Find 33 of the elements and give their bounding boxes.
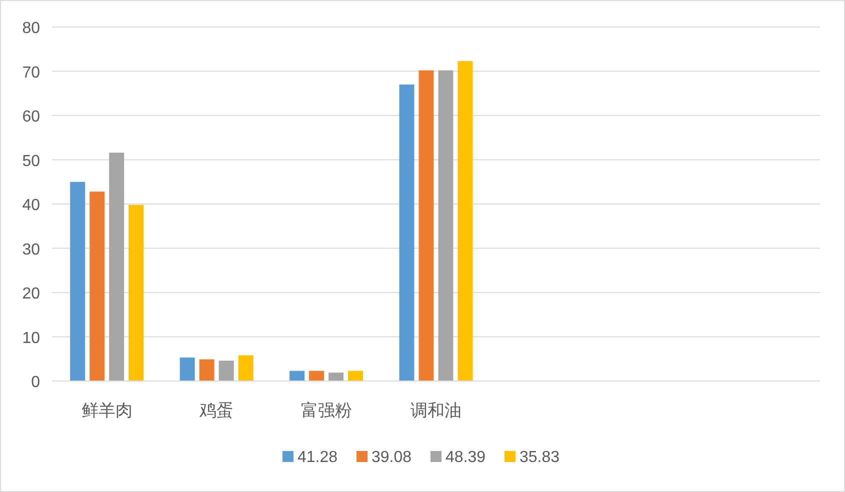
- bar: [90, 192, 105, 381]
- bar: [218, 360, 234, 381]
- bar: [328, 372, 344, 381]
- bar: [199, 359, 214, 381]
- bar: [128, 204, 144, 381]
- x-tick-label: 鲜羊肉: [81, 401, 132, 420]
- y-tick-label: 40: [22, 197, 40, 214]
- bar: [458, 61, 473, 381]
- bar: [348, 370, 364, 381]
- x-tick-label: 鸡蛋: [198, 401, 234, 420]
- bar: [180, 358, 195, 381]
- legend-label: 41.28: [298, 449, 338, 466]
- bar: [309, 370, 324, 381]
- x-tick-label: 富强粉: [300, 401, 352, 420]
- bar: [109, 152, 124, 381]
- y-tick-label: 20: [22, 286, 40, 302]
- bar: [438, 70, 454, 381]
- y-tick-label: 0: [31, 374, 40, 391]
- bar: [418, 70, 434, 381]
- y-tick-label: 70: [22, 64, 40, 82]
- legend-label: 48.39: [446, 449, 486, 466]
- legend-label: 35.83: [520, 449, 560, 466]
- x-tick-label: 调和油: [410, 401, 462, 420]
- bar: [399, 84, 414, 381]
- y-tick-label: 60: [22, 108, 40, 126]
- y-tick-label: 30: [22, 241, 40, 258]
- bar: [70, 182, 86, 381]
- y-tick-label: 80: [22, 20, 40, 37]
- y-tick-label: 50: [22, 152, 40, 170]
- bar: [290, 370, 305, 381]
- legend-label: 39.08: [372, 449, 412, 466]
- bar: [238, 355, 254, 381]
- y-tick-label: 10: [22, 330, 40, 347]
